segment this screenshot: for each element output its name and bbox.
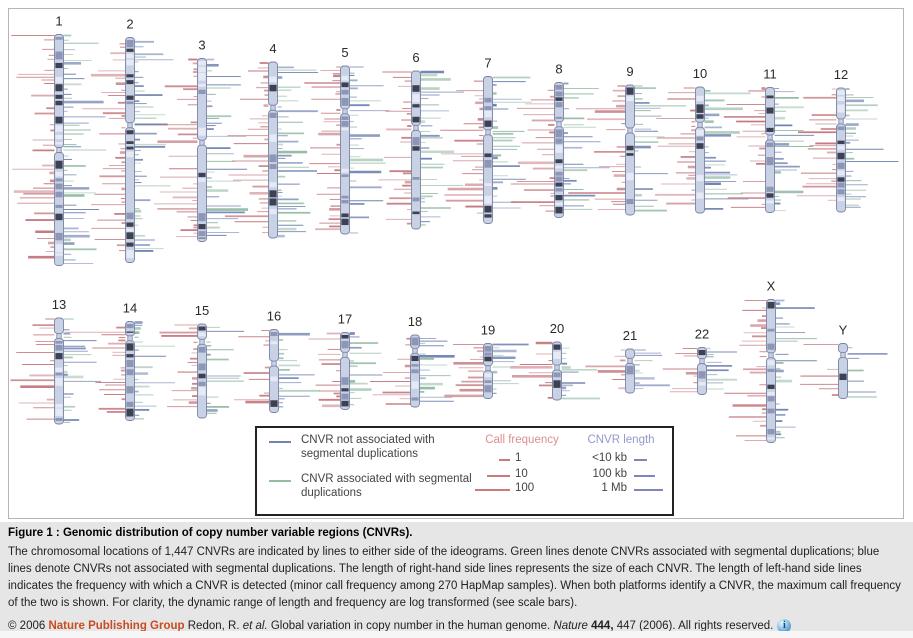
call-frequency-title: Call frequency [485,434,559,446]
cnvr-length-title: CNVR length [587,434,655,446]
cnvr-length-scale-line-1mb [634,489,663,491]
cnvr-length-tick-1mb: 1 Mb [601,482,627,494]
bottom-strip [0,631,913,638]
citation-rest: 447 (2006). All rights reserved. [613,620,774,633]
blue-line-swatch [269,441,291,443]
cnvr-length-scale-line-10kb [634,459,647,461]
figure-caption-body: The chromosomal locations of 1,447 CNVRs… [8,546,901,609]
call-frequency-tick-10: 10 [515,468,528,480]
caption-block: Figure 1 : Genomic distribution of copy … [0,522,913,633]
call-frequency-scale-line-1 [499,459,510,461]
legend-label-cnvr-not-associated: CNVR not associated with segmental dupli… [301,434,435,460]
citation-et-al: et al. [242,620,268,633]
green-line-swatch [269,480,291,482]
call-frequency-tick-1: 1 [515,452,522,464]
call-frequency-scale-line-10 [487,475,510,477]
publisher-link[interactable]: Nature Publishing Group [48,620,185,633]
journal-volume: 444, [587,620,614,633]
citation-title: Global variation in copy number in the h… [267,620,554,633]
info-icon[interactable]: i [777,619,792,633]
citation-authors: Redon, R. [184,620,243,633]
figure-legend: CNVR not associated with segmental dupli… [255,426,674,516]
call-frequency-tick-100: 100 [515,482,535,494]
cnvr-length-tick-100kb: 100 kb [592,468,627,480]
call-frequency-scale-line-100 [475,489,510,491]
journal-name: Nature [553,620,588,633]
cnvr-length-tick-10kb: <10 kb [592,452,627,464]
figure-caption-title: Figure 1 : Genomic distribution of copy … [8,527,413,539]
copyright-prefix: © 2006 [8,620,49,633]
legend-label-cnvr-associated: CNVR associated with segmental duplicati… [301,473,472,499]
copyright-line: © 2006 Nature Publishing Group Redon, R.… [8,619,905,633]
cnvr-length-scale-line-100kb [634,475,655,477]
